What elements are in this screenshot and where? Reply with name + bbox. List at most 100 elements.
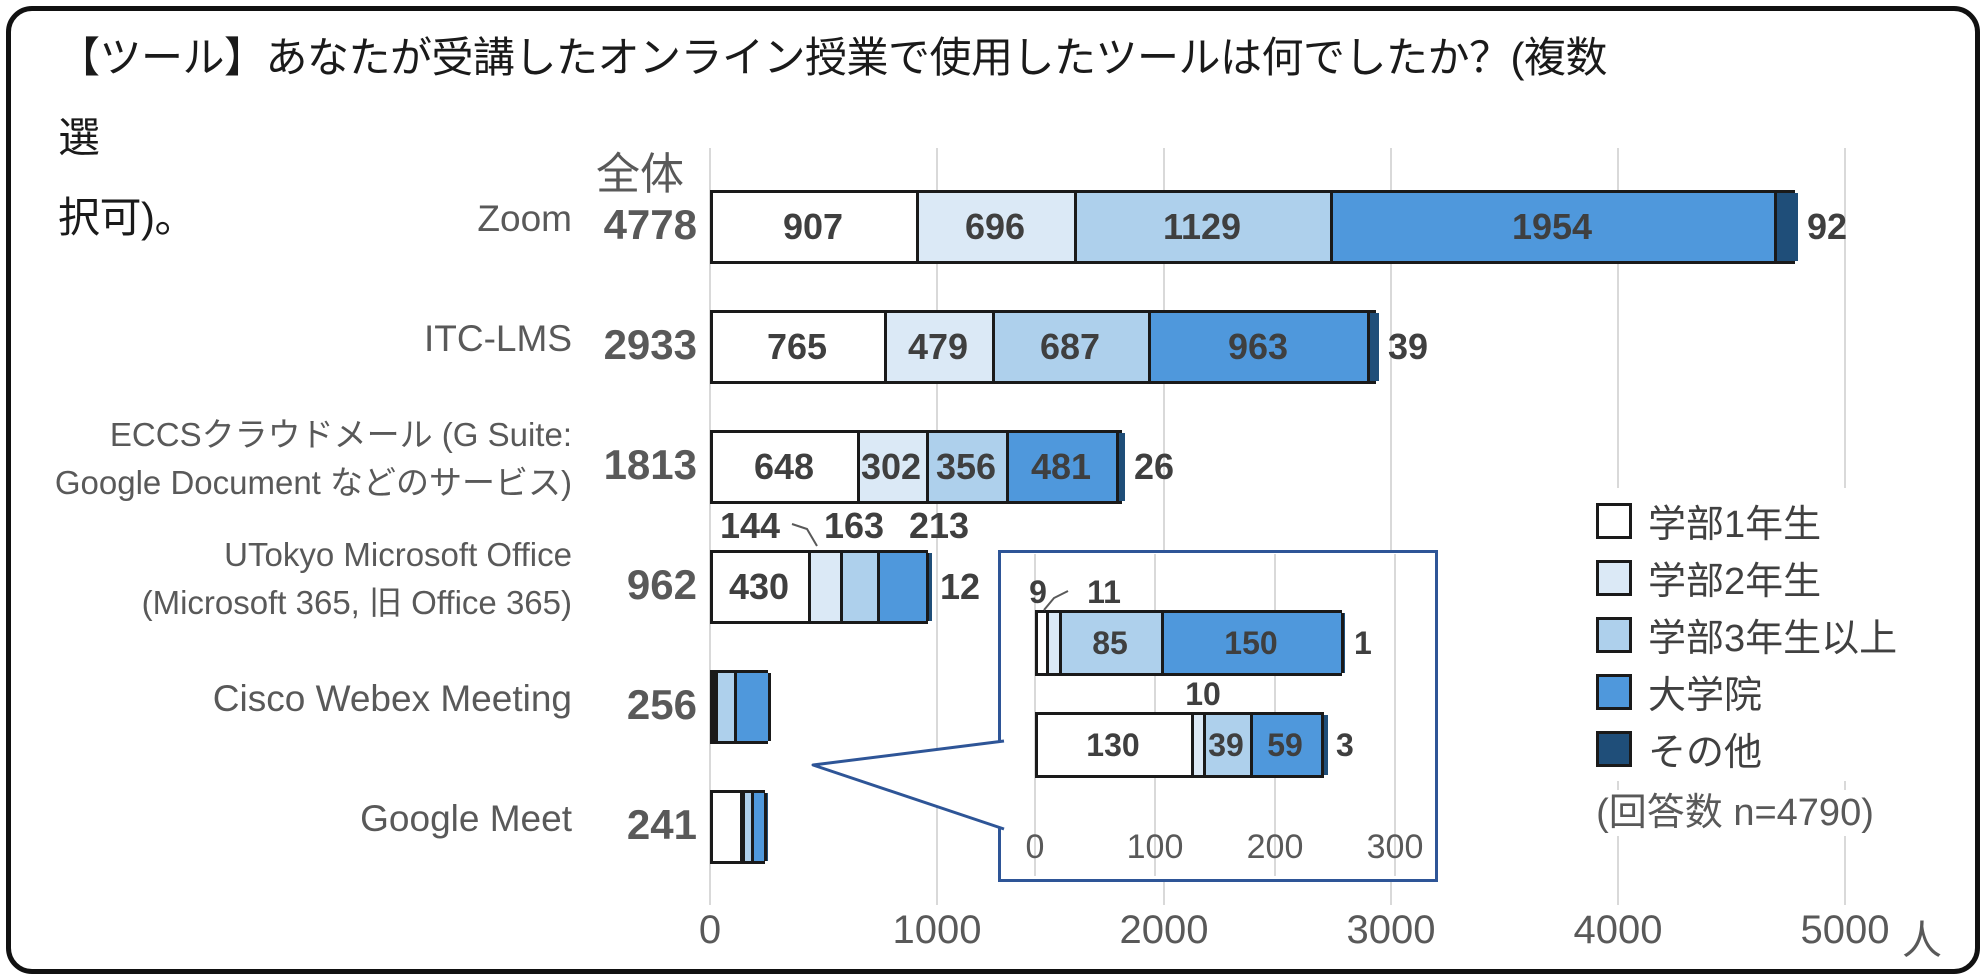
category-label: ITC-LMS	[424, 318, 572, 359]
bar-segment-学部2年生	[884, 313, 996, 381]
row-total-label: 1813	[603, 441, 697, 488]
segment-value-label: 163	[823, 505, 885, 546]
segment-value-label: 10	[1185, 676, 1221, 712]
legend-swatch	[1596, 730, 1632, 767]
category-label: Cisco Webex Meeting	[212, 678, 572, 719]
segment-value-label: 1954	[1511, 206, 1593, 247]
bar-segment-学部3年生以上	[992, 313, 1151, 381]
bar-segment-学部3年生以上	[840, 553, 880, 621]
legend-label: 学部1年生	[1648, 504, 1822, 546]
segment-value-label: 130	[1086, 727, 1140, 763]
bar-segment-大学院	[734, 673, 771, 741]
bar-segment-学部3年生以上	[1203, 715, 1253, 775]
segment-value-label: 356	[935, 446, 997, 487]
legend: 学部1年生学部2年生学部3年生以上 大学院 その他	[1588, 488, 1912, 781]
bar-segment-大学院	[877, 553, 928, 621]
segment-value-label: 12	[940, 566, 981, 607]
bar-segment-その他	[1321, 715, 1328, 775]
x-axis-unit-label: 人	[1902, 919, 1942, 963]
segment-value-label: 302	[860, 446, 922, 487]
bar-segment-学部1年生	[713, 313, 887, 381]
segment-value-label: 1	[1354, 625, 1372, 661]
gridline	[936, 148, 938, 905]
x-axis-tick-label: 3000	[1346, 908, 1436, 952]
segment-value-label: 765	[766, 326, 828, 367]
bar-segment-学部3年生以上	[715, 673, 737, 741]
bar-segment-学部3年生以上	[1074, 193, 1333, 261]
bar-segment-学部2年生	[808, 553, 844, 621]
bar-segment-学部2年生	[857, 433, 929, 501]
stacked-bar-Cisco Webex Meeting	[710, 670, 771, 744]
legend-label: 学部2年生	[1648, 561, 1822, 603]
legend-swatch	[1596, 673, 1632, 710]
legend-label: 大学院	[1648, 675, 1763, 717]
row-total-label: 2933	[603, 321, 697, 368]
inset-bar-Cisco Webex Meeting	[1035, 610, 1345, 676]
bar-segment-その他	[1774, 193, 1798, 261]
segment-value-label: 11	[1087, 574, 1121, 610]
gridline	[709, 148, 711, 905]
legend-item: 学部3年生以上	[1596, 606, 1897, 663]
legend-label: 学部3年生以上	[1648, 618, 1898, 660]
bar-segment-その他	[768, 673, 771, 741]
bar-segment-その他	[1341, 613, 1345, 673]
bar-segment-学部1年生	[713, 553, 811, 621]
bar-segment-大学院	[1330, 193, 1777, 261]
row-total-label: 256	[626, 681, 697, 728]
bar-segment-学部1年生	[713, 793, 743, 861]
bar-segment-その他	[764, 793, 768, 861]
bar-segment-学部1年生	[713, 193, 919, 261]
category-label: UTokyo Microsoft Office (Microsoft 365, 旧…	[141, 536, 572, 621]
x-axis-tick-label: 5000	[1800, 908, 1890, 952]
segment-value-label: 907	[782, 206, 844, 247]
x-axis-tick-label: 1000	[892, 908, 982, 952]
segment-value-label: 92	[1807, 206, 1848, 247]
bar-segment-大学院	[1161, 613, 1344, 673]
bar-segment-学部2年生	[1191, 715, 1206, 775]
bar-segment-学部1年生	[1038, 715, 1194, 775]
chart-title-line1: 【ツール】あなたが受講したオンライン授業で使用したツールは何でしたか？(複数選	[58, 34, 1608, 161]
chart-title: 【ツール】あなたが受講したオンライン授業で使用したツールは何でしたか？(複数選 …	[58, 18, 1618, 258]
bar-segment-学部3年生以上	[926, 433, 1010, 501]
bar-segment-学部1年生	[1038, 613, 1049, 673]
bar-segment-学部2年生	[712, 673, 717, 741]
stacked-bar-Zoom	[710, 190, 1798, 264]
row-total-label: 4778	[603, 201, 697, 248]
category-label: Zoom	[477, 198, 572, 239]
segment-value-label: 3	[1336, 727, 1354, 763]
bar-segment-学部3年生以上	[1059, 613, 1164, 673]
bar-segment-大学院	[751, 793, 767, 861]
bar-segment-大学院	[1250, 715, 1324, 775]
segment-value-label: 9	[1029, 574, 1047, 610]
stacked-bar-Google Meet	[710, 790, 768, 864]
gridline	[1163, 148, 1165, 905]
total-column-header: 全体	[596, 150, 684, 199]
x-axis-tick-label: 0	[698, 908, 722, 952]
segment-value-label: 648	[753, 446, 815, 487]
inset-axis-tick-label: 100	[1126, 828, 1184, 866]
response-count-note: (回答数 n=4790)	[1520, 790, 1950, 836]
segment-value-label: 696	[964, 206, 1026, 247]
segment-value-label: 479	[907, 326, 969, 367]
segment-value-label: 687	[1039, 326, 1101, 367]
segment-value-label: 144	[719, 505, 781, 546]
segment-value-label: 213	[908, 505, 970, 546]
segment-value-label: 39	[1388, 326, 1429, 367]
callout-wedge	[811, 739, 1005, 831]
bar-segment-その他	[1116, 433, 1125, 501]
bar-segment-大学院	[1148, 313, 1370, 381]
legend-swatch	[1596, 616, 1632, 653]
category-label: ECCSクラウドメール (G Suite: Google Document などの…	[54, 416, 572, 501]
stacked-bar-UTokyo Microsoft Office	[710, 550, 932, 624]
legend-item: その他	[1596, 720, 1897, 777]
segment-value-label: 39	[1208, 727, 1244, 763]
segment-value-label: 85	[1092, 625, 1128, 661]
bar-segment-学部2年生	[1046, 613, 1062, 673]
segment-value-label: 150	[1224, 625, 1278, 661]
bar-segment-その他	[1367, 313, 1379, 381]
bar-segment-学部2年生	[916, 193, 1077, 261]
bar-segment-大学院	[1006, 433, 1118, 501]
legend-item: 学部1年生	[1596, 492, 1897, 549]
